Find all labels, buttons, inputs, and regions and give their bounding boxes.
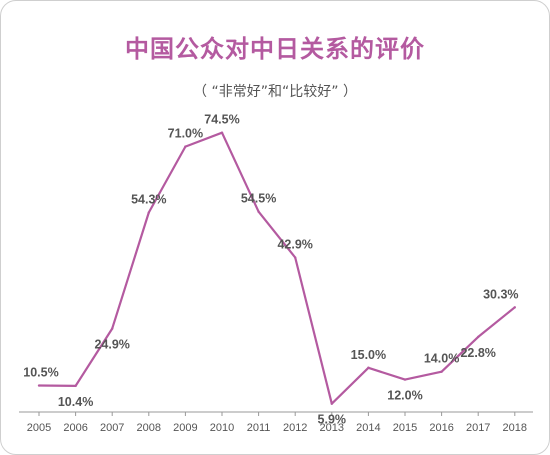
- data-label: 10.4%: [58, 395, 93, 409]
- data-point: [147, 211, 150, 214]
- x-tick-label: 2010: [210, 422, 234, 434]
- x-tick-label: 2016: [429, 422, 453, 434]
- x-tick-label: 2015: [393, 422, 417, 434]
- data-label: 42.9%: [277, 238, 312, 252]
- data-label: 71.0%: [168, 127, 203, 141]
- data-point: [37, 384, 41, 387]
- x-tick-label: 2007: [100, 422, 124, 434]
- x-tick-label: 2006: [63, 422, 87, 434]
- data-point: [294, 256, 297, 259]
- x-tick-label: 2017: [466, 422, 490, 434]
- data-label: 30.3%: [483, 287, 518, 301]
- data-label: 10.5%: [23, 366, 58, 380]
- x-tick-label: 2009: [173, 422, 197, 434]
- data-point: [367, 366, 370, 369]
- data-label: 22.8%: [460, 346, 495, 360]
- data-label: 15.0%: [351, 348, 386, 362]
- data-point: [220, 131, 224, 134]
- x-tick-label: 2008: [137, 422, 161, 434]
- x-tick-label: 2018: [503, 422, 527, 434]
- x-tick-label: 2014: [356, 422, 380, 434]
- chart-subtitle: （ “非常好”和“比较好” ）: [193, 84, 357, 100]
- x-tick-label: 2011: [247, 422, 271, 434]
- data-point: [74, 384, 77, 388]
- data-label: 74.5%: [204, 113, 239, 127]
- data-point: [111, 327, 114, 330]
- data-point: [513, 306, 516, 309]
- data-label: 54.5%: [241, 192, 276, 206]
- data-point: [330, 402, 333, 405]
- x-tick-label: 2005: [27, 422, 51, 434]
- data-point: [257, 210, 260, 213]
- x-tick-label: 2013: [320, 422, 344, 434]
- data-point: [477, 335, 480, 339]
- data-point: [440, 370, 443, 373]
- chart-title: 中国公众对中日关系的评价: [125, 35, 425, 63]
- data-point: [403, 378, 407, 381]
- data-label: 54.3%: [131, 193, 166, 207]
- data-label: 14.0%: [424, 352, 459, 366]
- data-label: 12.0%: [387, 389, 422, 403]
- series-line: [38, 131, 516, 405]
- data-point: [184, 145, 187, 148]
- x-tick-label: 2012: [283, 422, 307, 434]
- data-label: 24.9%: [94, 338, 129, 352]
- data-label: 5.9%: [318, 413, 347, 427]
